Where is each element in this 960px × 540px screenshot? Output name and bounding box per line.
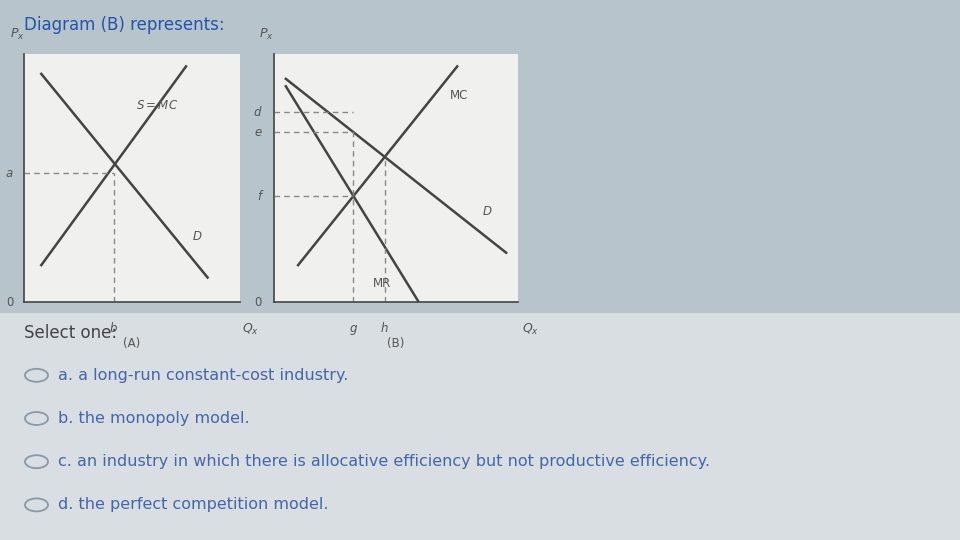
Text: 0: 0 <box>254 296 261 309</box>
FancyBboxPatch shape <box>0 313 960 540</box>
Text: b. the monopoly model.: b. the monopoly model. <box>58 411 250 426</box>
Text: a: a <box>6 167 13 180</box>
Text: $S = MC$: $S = MC$ <box>136 99 179 112</box>
Text: c. an industry in which there is allocative efficiency but not productive effici: c. an industry in which there is allocat… <box>58 454 709 469</box>
Text: d. the perfect competition model.: d. the perfect competition model. <box>58 497 328 512</box>
Text: b: b <box>109 322 117 335</box>
Text: MC: MC <box>450 89 468 102</box>
Text: $Q_x$: $Q_x$ <box>242 322 259 338</box>
Text: 0: 0 <box>6 296 13 309</box>
Text: $P_x$: $P_x$ <box>259 26 274 42</box>
Text: $D$: $D$ <box>192 230 203 244</box>
Text: f: f <box>257 190 261 202</box>
Text: e: e <box>254 126 261 139</box>
Text: Diagram (B) represents:: Diagram (B) represents: <box>24 16 225 34</box>
Text: d: d <box>253 106 261 119</box>
Text: Select one:: Select one: <box>24 324 117 342</box>
Text: (B): (B) <box>387 337 405 350</box>
Text: MR: MR <box>372 278 391 291</box>
Text: h: h <box>381 322 389 335</box>
Text: (A): (A) <box>124 337 140 350</box>
Text: g: g <box>349 322 357 335</box>
Text: $P_x$: $P_x$ <box>11 26 25 42</box>
Text: a. a long-run constant-cost industry.: a. a long-run constant-cost industry. <box>58 368 348 383</box>
Text: $D$: $D$ <box>482 205 492 219</box>
Text: $Q_x$: $Q_x$ <box>522 322 540 338</box>
